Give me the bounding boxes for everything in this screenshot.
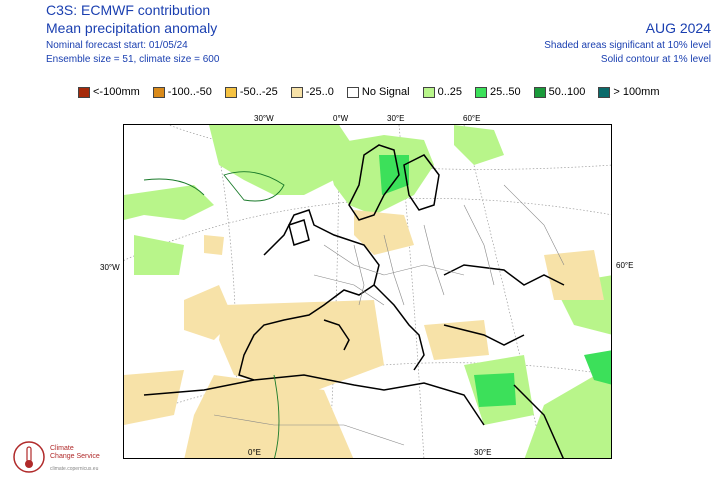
dry-anomaly-areas <box>124 210 604 458</box>
legend-swatch <box>533 86 546 98</box>
lon-label-bottom-0: 0°E <box>248 448 261 457</box>
lon-label-60e: 60°E <box>463 114 481 123</box>
legend-swatch <box>598 86 611 98</box>
legend-item: 0..25 <box>422 86 463 98</box>
forecast-start: Nominal forecast start: 01/05/24 <box>46 40 188 51</box>
legend-item: > 100mm <box>598 86 660 98</box>
significance-shaded-note: Shaded areas significant at 10% level <box>544 40 711 51</box>
lon-label-0: 0°W <box>333 114 349 123</box>
significance-contours <box>143 171 285 458</box>
climate-logo-icon <box>13 441 45 473</box>
map-subtitle: Mean precipitation anomaly <box>46 20 218 36</box>
logo-url: climate.copernicus.eu <box>50 466 99 472</box>
logo-name-line1: Climate <box>50 445 74 452</box>
country-borders <box>213 184 565 446</box>
logo-name-line2: Change Service <box>50 453 100 460</box>
legend-label: No Signal <box>361 86 410 98</box>
legend-swatch <box>475 86 488 98</box>
legend-item: -100..-50 <box>152 86 212 98</box>
legend-item: No Signal <box>346 86 410 98</box>
legend-swatch <box>346 86 359 98</box>
logo-name: Climate Change Service <box>50 445 100 461</box>
legend-swatch <box>224 86 237 98</box>
significance-contour-note: Solid contour at 1% level <box>600 54 711 65</box>
legend-label: -50..-25 <box>239 86 278 98</box>
legend-label: -100..-50 <box>167 86 212 98</box>
legend-label: -25..0 <box>305 86 334 98</box>
legend-label: 25..50 <box>490 86 521 98</box>
legend-label: <-100mm <box>93 86 140 98</box>
legend-item: 25..50 <box>475 86 521 98</box>
legend-swatch <box>422 86 435 98</box>
legend-item: <-100mm <box>78 86 140 98</box>
legend-item: 50..100 <box>533 86 586 98</box>
lat-label-right: 60°E <box>616 261 634 270</box>
legend-label: > 100mm <box>613 86 660 98</box>
lat-label-left: 30°W <box>100 263 120 272</box>
ensemble-size: Ensemble size = 51, climate size = 600 <box>46 54 220 65</box>
color-legend: <-100mm -100..-50 -50..-25 -25..0 No Signal 0… <box>78 86 673 98</box>
lon-label-bottom-30e: 30°E <box>474 448 492 457</box>
legend-swatch <box>78 86 90 98</box>
lon-label-30e: 30°E <box>387 114 405 123</box>
precipitation-map: 30°W <box>123 124 612 459</box>
legend-label: 50..100 <box>548 86 586 98</box>
wet-anomaly-areas <box>124 125 611 458</box>
lon-label-30w: 30°W <box>254 114 274 123</box>
legend-item: -25..0 <box>290 86 334 98</box>
legend-label: 0..25 <box>437 86 463 98</box>
coastlines <box>143 144 565 458</box>
map-canvas <box>124 125 611 458</box>
copernicus-logo <box>12 440 46 479</box>
legend-swatch <box>290 86 303 98</box>
forecast-period: AUG 2024 <box>645 20 711 36</box>
legend-swatch <box>152 86 165 98</box>
legend-item: -50..-25 <box>224 86 278 98</box>
map-title: C3S: ECMWF contribution <box>46 2 211 18</box>
